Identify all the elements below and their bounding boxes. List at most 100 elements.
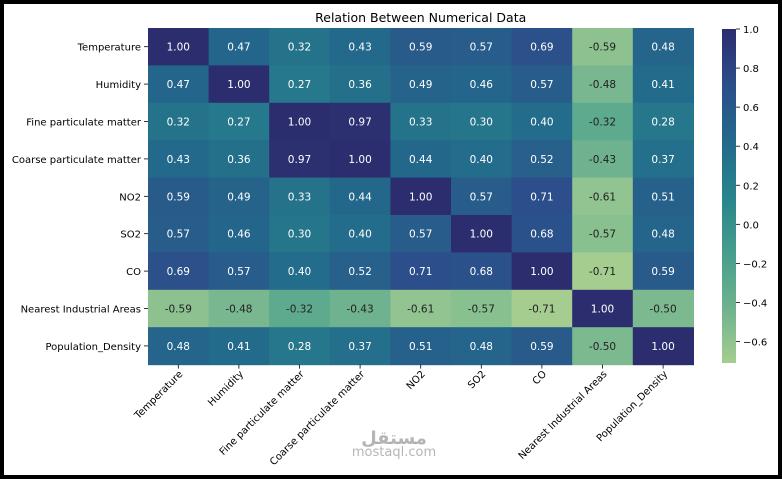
heatmap-cell (390, 289, 452, 328)
heatmap-cell (511, 177, 573, 216)
heatmap-cell (572, 102, 634, 141)
cell-value-label: 0.59 (409, 42, 432, 54)
watermark: مستقل mostaql.com (334, 428, 454, 460)
x-tick-label: Population_Density (595, 369, 670, 444)
cell-value-label: -0.43 (589, 154, 616, 166)
cell-value-label: 0.52 (348, 266, 371, 278)
heatmap-cell (269, 102, 331, 141)
cell-value-label: -0.59 (165, 304, 192, 316)
cell-value-label: 0.30 (288, 229, 311, 241)
heatmap-cell (208, 102, 270, 141)
heatmap-cell (451, 289, 513, 328)
cell-value-label: 0.57 (470, 191, 493, 203)
cell-value-label: -0.57 (589, 229, 616, 241)
cell-value-label: 0.32 (288, 42, 311, 54)
figure: Relation Between Numerical Data 1.00 0.47 0… (4, 4, 778, 475)
heatmap-cell (329, 28, 391, 66)
cell-value-label: 0.48 (470, 341, 493, 353)
y-tick-label: Nearest Industrial Areas (21, 305, 141, 316)
cell-value-label: -0.50 (650, 304, 677, 316)
heatmap-cell (269, 28, 331, 66)
cell-value-label: 0.68 (530, 229, 553, 241)
cell-value-label: 0.69 (167, 266, 190, 278)
cell-value-label: 0.37 (651, 154, 674, 166)
colorbar-tick-label: 0.6 (743, 103, 759, 114)
cell-value-label: 0.49 (227, 191, 250, 203)
y-tick-label: Coarse particulate matter (12, 155, 142, 166)
heatmap-cell (329, 177, 391, 216)
cell-value-label: -0.71 (528, 304, 555, 316)
cell-value-label: 1.00 (348, 154, 371, 166)
cell-value-label: 0.59 (651, 266, 674, 278)
heatmap-cell (632, 289, 694, 328)
cell-value-label: 1.00 (227, 79, 250, 91)
heatmap-cell (208, 289, 270, 328)
heatmap-cell (572, 65, 634, 104)
x-tick-label: Temperature (132, 369, 185, 422)
heatmap-cell (632, 102, 694, 141)
cell-value-label: -0.48 (225, 304, 252, 316)
heatmap-cell (269, 289, 331, 328)
cell-value-label: 0.57 (470, 42, 493, 54)
heatmap-cell (208, 65, 270, 104)
cell-value-label: 0.36 (348, 79, 372, 91)
cell-value-label: 0.44 (409, 154, 433, 166)
x-tick-label: Humidity (206, 369, 246, 409)
heatmap-cell (208, 215, 270, 253)
cell-value-label: 0.32 (167, 117, 190, 129)
heatmap-cell (451, 28, 513, 66)
cell-value-label: -0.57 (468, 304, 495, 316)
cell-value-label: 0.33 (409, 117, 432, 129)
heatmap-cell (329, 252, 391, 291)
cell-value-label: 0.57 (167, 229, 190, 241)
y-tick-label: CO (126, 267, 141, 278)
heatmap-cell (329, 65, 391, 104)
cell-value-label: 0.30 (470, 117, 493, 129)
heatmap-cell (572, 327, 634, 366)
cell-value-label: 0.69 (530, 42, 553, 54)
heatmap-cell (269, 327, 331, 366)
y-tick-label: Humidity (96, 80, 141, 91)
colorbar (722, 29, 736, 363)
heatmap-cell (390, 327, 452, 366)
heatmap-cell (632, 327, 694, 366)
heatmap-cell (511, 140, 573, 179)
colorbar-tick-label: 0.4 (743, 142, 759, 153)
heatmap-cell (208, 140, 270, 179)
heatmap-cell (632, 177, 694, 216)
colorbar-tick-label: 0.2 (743, 181, 759, 192)
heatmap-cell (511, 289, 573, 328)
heatmap-cell (329, 215, 391, 253)
heatmap-cell (632, 28, 694, 66)
heatmap-cell (511, 28, 573, 66)
heatmap-cell (572, 252, 634, 291)
heatmap-cell (572, 289, 634, 328)
heatmap-cell (632, 215, 694, 253)
heatmap-cell (208, 327, 270, 366)
cell-value-label: 0.44 (348, 191, 372, 203)
heatmap-cell (451, 327, 513, 366)
cell-value-label: 0.68 (470, 266, 493, 278)
heatmap-cell (329, 102, 391, 141)
x-tick-label: CO (531, 369, 549, 387)
heatmap-cell (572, 28, 634, 66)
heatmap-cell (511, 65, 573, 104)
cell-value-label: 1.00 (167, 42, 190, 54)
cell-value-label: 1.00 (651, 341, 674, 353)
cell-value-label: 0.40 (288, 266, 311, 278)
cell-value-label: -0.61 (589, 191, 616, 203)
cell-value-label: 1.00 (470, 229, 493, 241)
heatmap-cell (269, 177, 331, 216)
heatmap-cell (572, 215, 634, 253)
cell-value-label: 0.43 (167, 154, 190, 166)
heatmap-cell (148, 177, 210, 216)
cell-value-label: 0.59 (530, 341, 553, 353)
cell-value-label: -0.59 (589, 42, 616, 54)
heatmap-cell (269, 65, 331, 104)
cell-value-label: 0.48 (651, 229, 674, 241)
watermark-logo-text: مستقل (361, 428, 427, 449)
cell-value-label: 0.57 (409, 229, 432, 241)
colorbar-tick-label: −0.6 (743, 338, 767, 349)
heatmap-cell (572, 140, 634, 179)
cell-value-label: 0.41 (227, 341, 250, 353)
